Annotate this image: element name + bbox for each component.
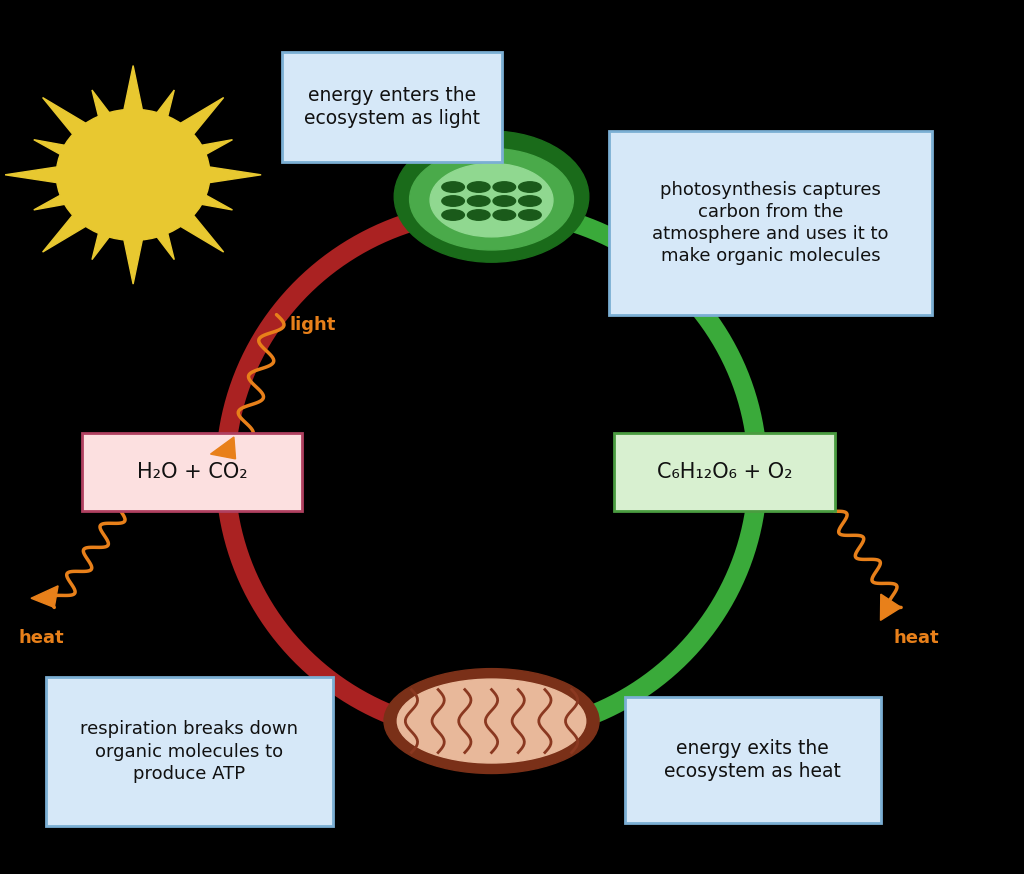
Ellipse shape	[519, 182, 542, 192]
Polygon shape	[122, 66, 144, 120]
Polygon shape	[189, 140, 232, 160]
Text: light: light	[289, 316, 336, 334]
FancyBboxPatch shape	[609, 131, 932, 315]
Circle shape	[56, 109, 210, 240]
Polygon shape	[881, 594, 901, 621]
Polygon shape	[43, 98, 95, 142]
Ellipse shape	[442, 182, 465, 192]
Polygon shape	[34, 190, 77, 210]
Polygon shape	[189, 190, 232, 210]
Text: H₂O + CO₂: H₂O + CO₂	[136, 462, 248, 482]
Text: photosynthesis captures
carbon from the
atmosphere and uses it to
make organic m: photosynthesis captures carbon from the …	[652, 181, 889, 265]
FancyBboxPatch shape	[282, 52, 502, 162]
Polygon shape	[122, 230, 144, 284]
Text: heat: heat	[894, 629, 939, 647]
Text: energy enters the
ecosystem as light: energy enters the ecosystem as light	[304, 86, 479, 128]
Polygon shape	[460, 177, 492, 243]
Ellipse shape	[442, 196, 465, 206]
Ellipse shape	[442, 210, 465, 220]
Ellipse shape	[519, 196, 542, 206]
Polygon shape	[92, 223, 116, 260]
Polygon shape	[171, 98, 223, 142]
Text: C₆H₁₂O₆ + O₂: C₆H₁₂O₆ + O₂	[656, 462, 793, 482]
Text: heat: heat	[18, 629, 63, 647]
Text: energy exits the
ecosystem as heat: energy exits the ecosystem as heat	[665, 739, 841, 781]
Polygon shape	[211, 437, 236, 459]
Ellipse shape	[384, 669, 599, 773]
Ellipse shape	[467, 182, 490, 192]
Ellipse shape	[467, 210, 490, 220]
Polygon shape	[171, 207, 223, 252]
Polygon shape	[151, 223, 174, 260]
Ellipse shape	[410, 149, 573, 250]
Polygon shape	[43, 207, 95, 252]
Ellipse shape	[519, 210, 542, 220]
Ellipse shape	[494, 196, 515, 206]
Polygon shape	[31, 586, 58, 607]
FancyBboxPatch shape	[46, 677, 333, 826]
FancyBboxPatch shape	[625, 697, 881, 823]
Polygon shape	[151, 90, 174, 127]
FancyBboxPatch shape	[82, 433, 302, 511]
Ellipse shape	[467, 196, 490, 206]
Polygon shape	[92, 90, 116, 127]
Ellipse shape	[494, 210, 515, 220]
Ellipse shape	[430, 163, 553, 237]
Ellipse shape	[394, 131, 589, 262]
Ellipse shape	[494, 182, 515, 192]
Polygon shape	[34, 140, 77, 160]
Polygon shape	[198, 165, 261, 184]
Polygon shape	[5, 165, 69, 184]
Text: respiration breaks down
organic molecules to
produce ATP: respiration breaks down organic molecule…	[81, 720, 298, 783]
FancyBboxPatch shape	[614, 433, 835, 511]
Polygon shape	[492, 701, 523, 767]
Ellipse shape	[397, 679, 586, 763]
